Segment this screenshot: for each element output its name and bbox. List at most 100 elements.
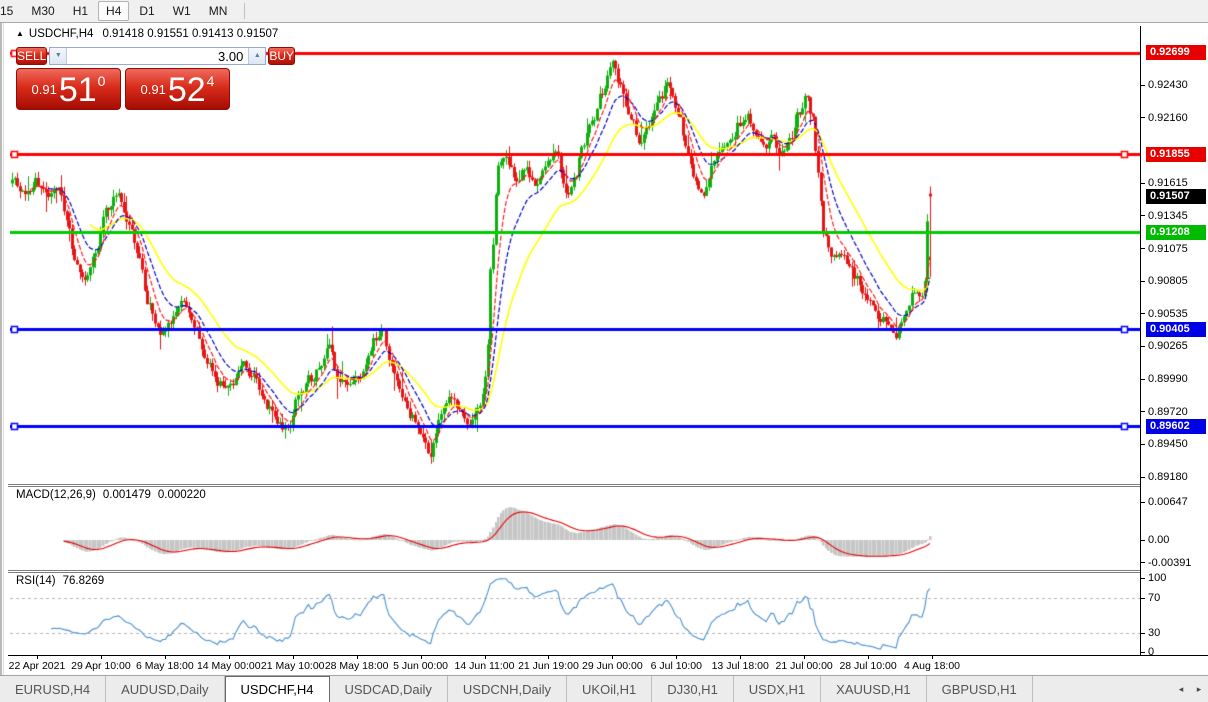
time-axis-tick — [612, 656, 614, 659]
time-axis-label: 29 Apr 10:00 — [71, 660, 131, 672]
time-axis-tick — [548, 656, 550, 659]
time-axis[interactable]: 22 Apr 2021 29 Apr 10:00 6 May 18:00 14 May… — [8, 655, 1208, 675]
price-tick: 0.90805 — [1141, 275, 1188, 288]
time-axis-label: 5 Jun 00:00 — [393, 660, 449, 672]
time-axis-tick — [164, 656, 166, 659]
macd-name: MACD(12,26,9) — [16, 489, 96, 501]
chart-tab-EURUSD[interactable]: EURUSD,H4 — [0, 676, 107, 702]
time-axis-label: 28 Jul 10:00 — [839, 660, 897, 672]
macd-label: MACD(12,26,9) 0.001479 0.000220 — [16, 489, 213, 501]
time-axis-label: 14 Jun 11:00 — [454, 660, 515, 672]
time-axis-label: 6 May 18:00 — [135, 660, 194, 672]
time-axis-label: 28 May 18:00 — [324, 660, 389, 672]
time-axis-tick — [292, 656, 294, 659]
rsi-axis-tick: 70 — [1141, 592, 1160, 605]
sell-price-prefix: 0.91 — [31, 82, 57, 97]
buy-button[interactable]: BUY — [268, 47, 296, 65]
buy-price-pip: 4 — [206, 73, 215, 89]
volume-spinner: ▼ ▲ — [49, 47, 267, 65]
chart-ohlc-quote: 0.91418 0.91551 0.91413 0.91507 — [102, 28, 279, 40]
chart-tab-GBPUSD[interactable]: GBPUSD,H1 — [927, 676, 1033, 702]
time-axis-tick — [100, 656, 102, 659]
rsi-name: RSI(14) — [16, 575, 56, 587]
time-axis-tick — [676, 656, 678, 659]
pane-separator[interactable] — [8, 570, 1208, 573]
timeframe-button-W1[interactable]: W1 — [172, 4, 191, 18]
collapse-panel-icon[interactable]: ▲ — [16, 29, 24, 38]
timeframe-toolbar: 15 M30 H1 H4 D1 W1 MN — [0, 0, 1208, 23]
time-axis-label: 6 Jul 10:00 — [650, 660, 702, 672]
timeframe-button-MN[interactable]: MN — [208, 4, 228, 18]
chart-tab-bar: EURUSD,H4 AUDUSD,Daily USDCHF,H4 USDCAD,Dai… — [0, 675, 1208, 702]
time-axis-tick — [484, 656, 486, 659]
price-tick: 0.89180 — [1141, 471, 1188, 484]
time-axis-tick — [37, 656, 38, 659]
timeframe-button-D1[interactable]: D1 — [139, 4, 155, 18]
chart-symbol: USDCHF,H4 — [28, 28, 94, 40]
rsi-axis-tick: 100 — [1141, 572, 1166, 585]
timeframe-button-M30[interactable]: M30 — [31, 4, 55, 18]
sell-price-tile[interactable]: 0.91 51 0 — [16, 68, 121, 110]
chart-title: ▲ USDCHF,H4 0.91418 0.91551 0.91413 0.9150… — [16, 28, 278, 40]
time-axis-tick — [932, 656, 933, 659]
price-tick: 0.91345 — [1141, 209, 1188, 222]
price-level-badge: 0.90405 — [1146, 321, 1206, 337]
sell-price-big: 51 — [58, 71, 97, 109]
time-axis-tick — [868, 656, 870, 659]
macd-axis-tick: 0.00 — [1141, 534, 1169, 547]
price-tick: 0.92430 — [1141, 79, 1188, 92]
chart-tab-USDCHF[interactable]: USDCHF,H4 — [224, 676, 330, 702]
time-axis-label: 21 Jun 19:00 — [518, 660, 579, 672]
macd-canvas[interactable] — [10, 487, 1140, 570]
macd-axis-tick: 0.00647 — [1141, 496, 1188, 509]
rsi-value: 76.8269 — [62, 575, 105, 587]
time-axis-label: 22 Apr 2021 — [8, 660, 66, 672]
macd-value-main: 0.001479 — [102, 489, 151, 501]
chart-tab-USDCNH[interactable]: USDCNH,Daily — [448, 676, 568, 702]
rsi-canvas[interactable] — [10, 573, 1140, 655]
tab-scroll-right-icon[interactable]: ▸ — [1196, 683, 1202, 694]
price-tick: 0.90265 — [1141, 340, 1188, 353]
chart-window: ▲ USDCHF,H4 0.91418 0.91551 0.91413 0.9150… — [0, 23, 1208, 675]
price-tick: 0.92160 — [1141, 111, 1188, 124]
time-axis-label: 4 Aug 18:00 — [903, 660, 961, 672]
chart-tab-USDCAD[interactable]: USDCAD,Daily — [330, 676, 448, 702]
rsi-label: RSI(14) 76.8269 — [16, 575, 111, 587]
price-tick: 0.90535 — [1141, 307, 1188, 320]
buy-price-prefix: 0.91 — [140, 82, 166, 97]
time-axis-tick — [420, 656, 422, 659]
timeframe-button-15[interactable]: 15 — [0, 4, 14, 18]
volume-increase-icon[interactable]: ▲ — [248, 48, 266, 64]
time-axis-tick — [228, 656, 230, 659]
timeframe-button-H1[interactable]: H1 — [72, 4, 89, 18]
price-level-badge: 0.91208 — [1146, 224, 1206, 240]
volume-decrease-icon[interactable]: ▼ — [50, 48, 68, 64]
time-axis-label: 21 Jul 00:00 — [775, 660, 833, 672]
price-level-badge: 0.91855 — [1146, 146, 1206, 162]
price-axis-border — [1140, 26, 1141, 655]
time-axis-tick — [804, 656, 806, 659]
time-axis-tick — [356, 656, 358, 659]
sell-button[interactable]: SELL — [16, 47, 48, 65]
chart-tab-UKOil[interactable]: UKOil,H1 — [567, 676, 653, 702]
pane-separator[interactable] — [8, 484, 1208, 487]
macd-value-signal: 0.000220 — [157, 489, 206, 501]
timeframe-button-H4[interactable]: H4 — [98, 1, 130, 21]
chart-tab-AUDUSD[interactable]: AUDUSD,Daily — [106, 676, 225, 702]
buy-price-tile[interactable]: 0.91 52 4 — [125, 68, 230, 110]
volume-input[interactable] — [67, 48, 249, 64]
price-tick: 0.89990 — [1141, 373, 1188, 386]
price-axis[interactable]: 0.92430 0.92160 0.91615 0.91345 0.91075 0.908… — [1141, 23, 1208, 658]
price-level-badge: 0.89602 — [1146, 418, 1206, 434]
one-click-trading-panel: SELL ▼ ▲ BUY 0.91 51 0 0.91 — [16, 47, 296, 110]
chart-tab-USDX[interactable]: USDX,H1 — [734, 676, 822, 702]
time-axis-label: 13 Jul 18:00 — [711, 660, 769, 672]
rsi-axis-tick: 0 — [1141, 646, 1154, 659]
price-tick: 0.89450 — [1141, 438, 1188, 451]
price-tick: 0.89720 — [1141, 405, 1188, 418]
chart-tab-XAUUSD[interactable]: XAUUSD,H1 — [821, 676, 927, 702]
chart-tab-DJ30[interactable]: DJ30,H1 — [652, 676, 734, 702]
sell-price-pip: 0 — [97, 73, 106, 89]
tab-scroll-left-icon[interactable]: ◂ — [1178, 683, 1184, 694]
price-level-badge: 0.92699 — [1146, 45, 1206, 61]
